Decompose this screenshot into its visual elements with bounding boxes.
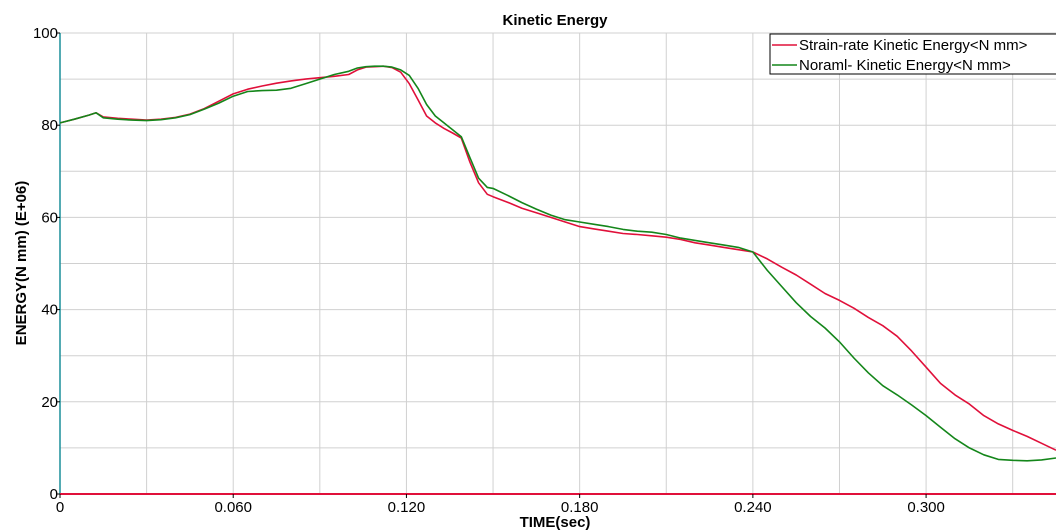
x-axis-title: TIME(sec) (520, 514, 591, 530)
grid-layer (60, 32, 1056, 494)
legend: Strain-rate Kinetic Energy<N mm> Noraml-… (769, 33, 1056, 75)
x-tick-label: 0.300 (907, 499, 945, 516)
y-axis-title: ENERGY(N mm) (E+06) (13, 181, 30, 346)
legend-box (769, 33, 1056, 75)
series-layer (60, 65, 1056, 462)
y-tick-label: 20 (41, 394, 58, 411)
legend-label-normal: Noraml- Kinetic Energy<N mm> (799, 57, 1011, 74)
x-tick-label: 0.120 (388, 499, 426, 516)
x-tick-label: 0.240 (734, 499, 772, 516)
axis-layer (56, 32, 1056, 498)
tick-label-layer: 0 20 40 60 80 100 0 0.060 0.120 0.180 0.240 0.300 (33, 25, 945, 516)
y-tick-label: 100 (33, 25, 58, 42)
series-line-noraml-kinetic-energy-n-mm (60, 65, 1056, 462)
x-tick-label: 0.060 (214, 499, 252, 516)
y-tick-label: 80 (41, 117, 58, 134)
legend-label-strain-rate: Strain-rate Kinetic Energy<N mm> (799, 37, 1028, 54)
y-tick-label: 60 (41, 209, 58, 226)
y-tick-label: 40 (41, 302, 58, 319)
x-tick-label: 0 (56, 499, 64, 516)
series-line-strain-rate-kinetic-energy-n-mm (60, 65, 1056, 451)
chart-title: Kinetic Energy (502, 12, 608, 29)
y-tick-label: 0 (50, 486, 58, 503)
x-tick-label: 0.180 (561, 499, 599, 516)
